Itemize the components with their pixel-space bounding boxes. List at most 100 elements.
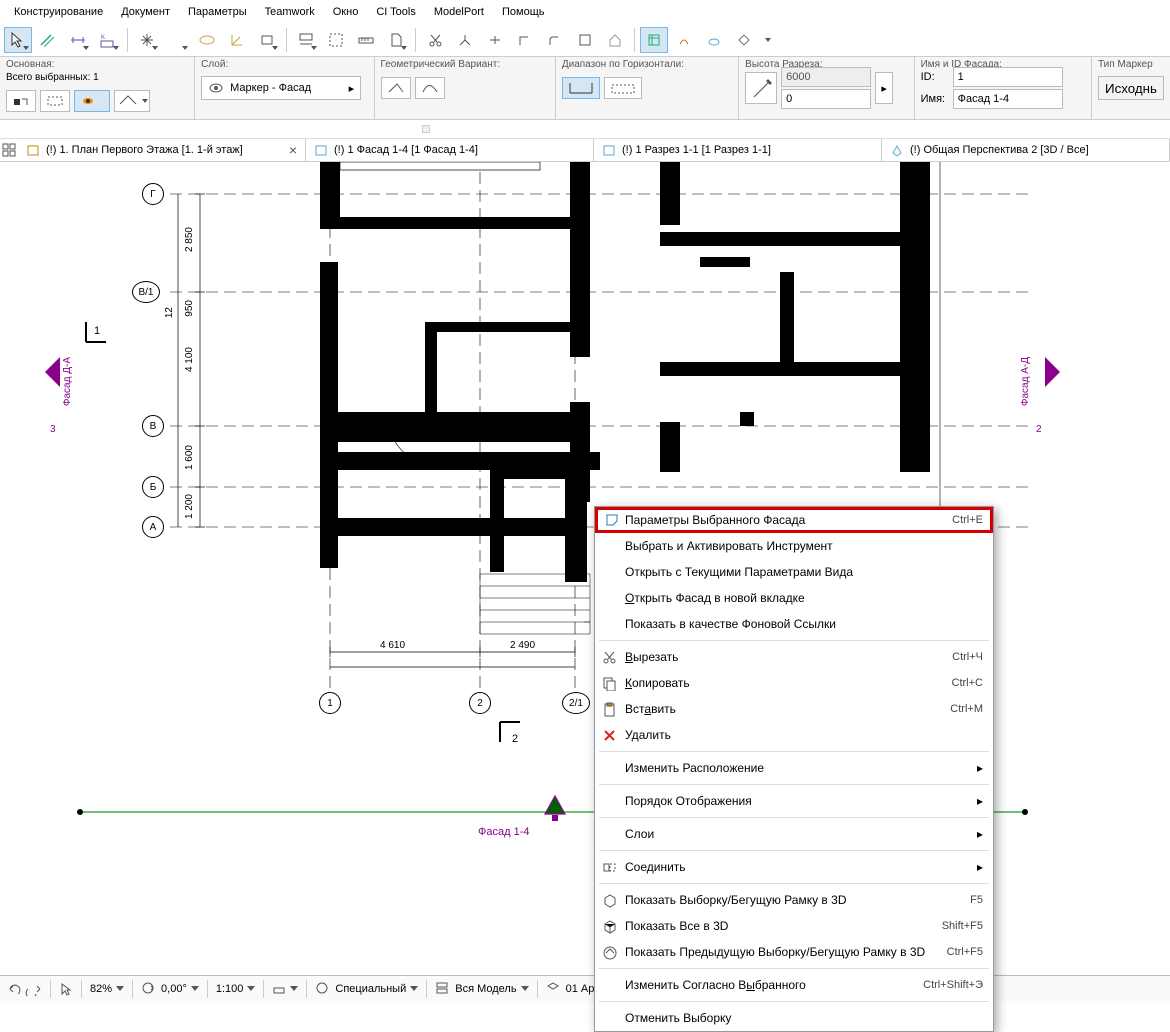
fillet-button[interactable] [541, 27, 569, 53]
scale-icon[interactable] [264, 976, 306, 1001]
menu-документ[interactable]: Документ [115, 4, 176, 20]
trace-button[interactable] [670, 27, 698, 53]
drawing-canvas[interactable]: 1 2 Г В/1 В Б А 1 2 2/1 2 850 950 4 100 … [0, 162, 1170, 948]
more-button[interactable] [760, 27, 776, 53]
ctx-item[interactable]: Соединить▸ [595, 854, 993, 880]
scale-display[interactable]: 1:100 [208, 976, 264, 1001]
home-button[interactable] [601, 27, 629, 53]
menu-параметры[interactable]: Параметры [182, 4, 253, 20]
view-tab[interactable]: (!) Общая Перспектива 2 [3D / Все] [882, 139, 1170, 161]
ctx-item[interactable]: Слои▸ [595, 821, 993, 847]
display-mode[interactable]: Специальный [307, 976, 426, 1001]
ctx-shortcut: Shift+F5 [942, 920, 983, 932]
ellipse-button[interactable] [193, 27, 221, 53]
source-button[interactable]: Исходнь [1098, 76, 1164, 100]
ctx-item[interactable]: КопироватьCtrl+C [595, 670, 993, 696]
dim-tool-1[interactable] [64, 27, 92, 53]
snap-button[interactable] [640, 27, 668, 53]
view-tab[interactable]: (!) 1 Фасад 1-4 [1 Фасад 1-4] [306, 139, 594, 161]
menu-teamwork[interactable]: Teamwork [259, 4, 321, 20]
ctx-item[interactable]: Параметры Выбранного ФасадаCtrl+E [595, 507, 993, 533]
sel-mode-1[interactable] [6, 90, 36, 112]
ctx-item[interactable]: Удалить [595, 722, 993, 748]
tab-grid-button[interactable] [0, 143, 18, 157]
height-side-button[interactable]: ▸ [875, 72, 893, 104]
ctx-item[interactable]: ВставитьCtrl+М [595, 696, 993, 722]
menu-помощь[interactable]: Помощь [496, 4, 551, 20]
cursor-tool-button[interactable] [4, 27, 32, 53]
layer-select[interactable]: Маркер - Фасад ▸ [201, 76, 361, 100]
chamfer-button[interactable] [571, 27, 599, 53]
dim-tool-2[interactable]: K [94, 27, 122, 53]
cut-elev-button[interactable] [292, 27, 320, 53]
geom-mode-1[interactable] [381, 77, 411, 99]
height-input-bottom[interactable] [781, 89, 871, 109]
sel-mode-3[interactable] [74, 90, 110, 112]
grid-bubble: 2 [469, 692, 491, 714]
scissors-button[interactable] [421, 27, 449, 53]
grid-bubble: Г [142, 183, 164, 205]
sel-rect-button[interactable] [322, 27, 350, 53]
quick-opt[interactable] [422, 125, 430, 133]
ctx-item[interactable]: Показать в качестве Фоновой Ссылки [595, 611, 993, 637]
height-icon-button[interactable] [745, 72, 777, 104]
grid-sub-button[interactable] [163, 27, 191, 53]
model-filter[interactable]: Вся Модель [427, 976, 536, 1001]
view-tab[interactable]: (!) 1. План Первого Этажа [1. 1-й этаж]× [18, 139, 306, 161]
submenu-arrow-icon: ▸ [977, 794, 983, 808]
offset-tool-button[interactable] [34, 27, 62, 53]
grid-button[interactable] [133, 27, 161, 53]
sel-mode-4[interactable] [114, 90, 150, 112]
geom-mode-2[interactable] [415, 77, 445, 99]
rect-button[interactable] [253, 27, 281, 53]
angle-button[interactable] [223, 27, 251, 53]
ctx-shortcut: Ctrl+C [952, 677, 983, 689]
ctx-item[interactable]: Отменить Выборку [595, 1005, 993, 1031]
adjust-button[interactable] [451, 27, 479, 53]
grid-bubble: Б [142, 476, 164, 498]
rotation-display[interactable]: 0,00° [133, 976, 207, 1001]
menu-конструирование[interactable]: Конструирование [8, 4, 109, 20]
id-input[interactable] [953, 67, 1063, 87]
menu-modelport[interactable]: ModelPort [428, 4, 490, 20]
ruler-button[interactable] [352, 27, 380, 53]
zoom-display[interactable]: 82% [82, 976, 132, 1001]
menu-окно[interactable]: Окно [327, 4, 365, 20]
grid-bubble: А [142, 516, 164, 538]
sheet-button[interactable] [382, 27, 410, 53]
ctx-item[interactable]: Показать Выборку/Бегущую Рамку в 3DF5 [595, 887, 993, 913]
ctx-item[interactable]: Изменить Расположение▸ [595, 755, 993, 781]
cursor-status-icon[interactable] [51, 976, 81, 1001]
svg-text:K: K [101, 35, 105, 41]
height-input-top[interactable] [781, 67, 871, 87]
diamond-button[interactable] [730, 27, 758, 53]
range-mode-1[interactable] [562, 77, 600, 99]
name-input[interactable] [953, 89, 1063, 109]
ctx-label: Показать Выборку/Бегущую Рамку в 3D [625, 893, 846, 907]
undo-redo-buttons[interactable] [0, 976, 50, 1001]
ctx-item[interactable]: Выбрать и Активировать Инструмент [595, 533, 993, 559]
cloud-button[interactable] [700, 27, 728, 53]
all3d-icon [601, 918, 617, 934]
ctx-shortcut: Ctrl+М [950, 703, 983, 715]
ctx-item[interactable]: Показать Все в 3DShift+F5 [595, 913, 993, 939]
eye-icon [208, 82, 224, 94]
ctx-item[interactable]: Открыть с Текущими Параметрами Вида [595, 559, 993, 585]
ctx-item[interactable]: Изменить Согласно ВыбранногоCtrl+Shift+Э [595, 972, 993, 998]
sel-mode-2[interactable] [40, 90, 70, 112]
close-tab-button[interactable]: × [289, 142, 297, 158]
ctx-item[interactable]: Открыть Фасад в новой вкладке [595, 585, 993, 611]
split-button[interactable] [481, 27, 509, 53]
view-tab[interactable]: (!) 1 Разрез 1-1 [1 Разрез 1-1] [594, 139, 882, 161]
ctx-shortcut: Ctrl+Ч [952, 651, 983, 663]
ctx-item[interactable]: Показать Предыдущую Выборку/Бегущую Рамк… [595, 939, 993, 965]
join-icon [601, 859, 617, 875]
menu-ci tools[interactable]: CI Tools [370, 4, 422, 20]
tab-label: (!) Общая Перспектива 2 [3D / Все] [910, 144, 1089, 156]
ctx-item[interactable]: ВырезатьCtrl+Ч [595, 644, 993, 670]
range-mode-2[interactable] [604, 77, 642, 99]
ctx-label: Отменить Выборку [625, 1011, 731, 1025]
ctx-item[interactable]: Порядок Отображения▸ [595, 788, 993, 814]
corner-button[interactable] [511, 27, 539, 53]
small-num: 2 [1036, 424, 1042, 435]
